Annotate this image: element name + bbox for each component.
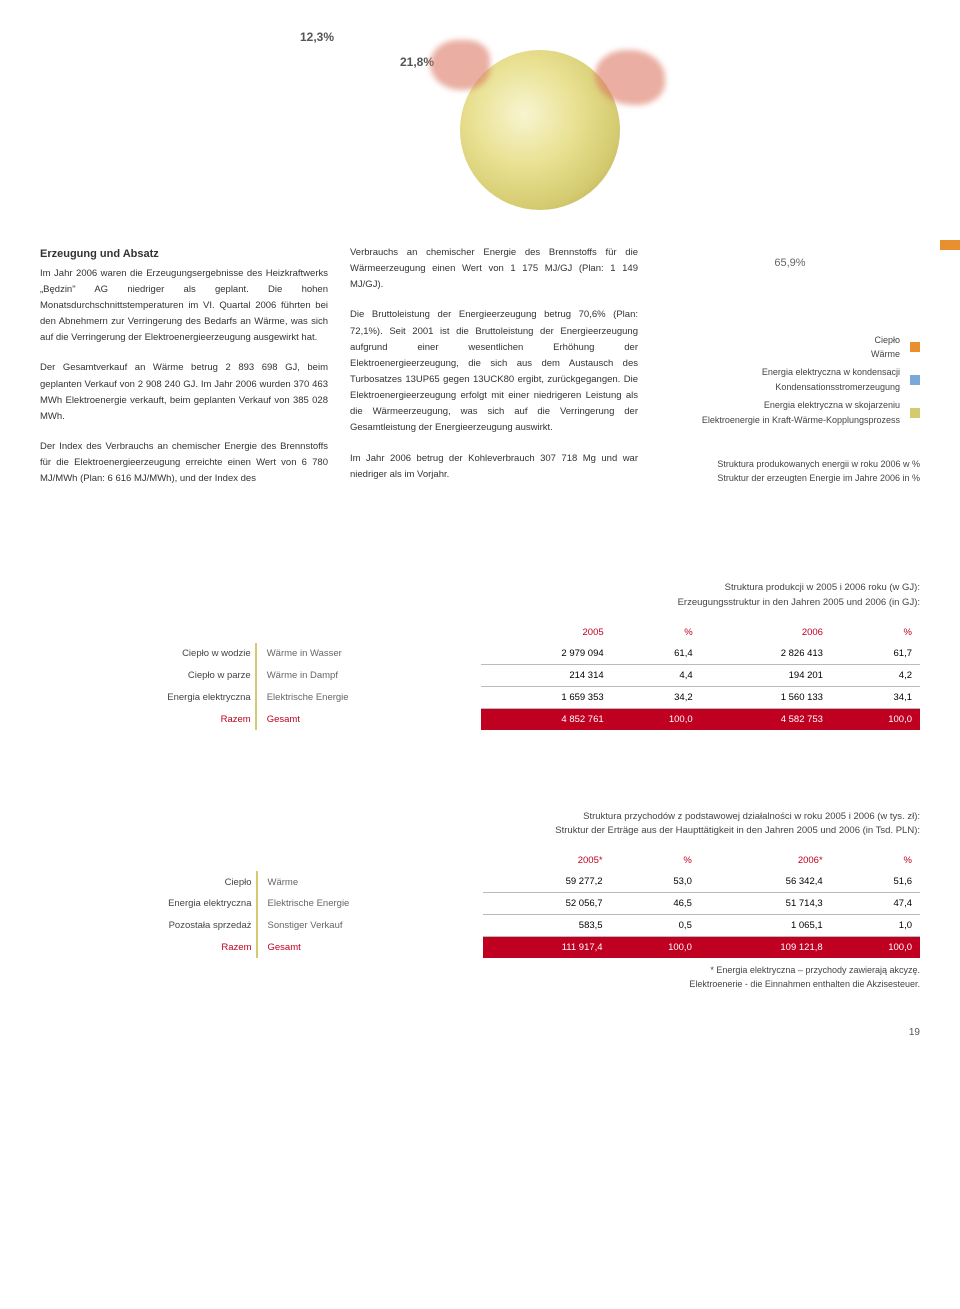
table-cell: 56 342,4 [700,871,831,893]
legend-swatch [910,375,920,385]
table-cell: 61,4 [612,643,701,665]
table-cell: 34,1 [831,686,920,708]
table-cell: 51 714,3 [700,893,831,915]
legend-label-pl: Energia elektryczna w kondensacji [762,365,900,379]
table-row: CiepłoWärme59 277,253,056 342,451,6 [40,871,920,893]
table-cell: 34,2 [612,686,701,708]
table-cell: 52 056,7 [483,893,611,915]
table-cell: 4,4 [612,664,701,686]
legend-label-pl: Energia elektryczna w skojarzeniu [702,398,900,412]
total-cell: 4 582 753 [701,708,831,730]
table-row: Ciepło w parzeWärme in Dampf214 3144,419… [40,664,920,686]
legend-label-de: Elektroenergie in Kraft-Wärme-Kopplungsp… [702,413,900,427]
row-label-de: Sonstiger Verkauf [257,915,483,937]
total-label-pl: Razem [40,708,256,730]
table2-title: Struktura przychodów z podstawowej dział… [40,810,920,839]
table-row: Energia elektrycznaElektrische Energie1 … [40,686,920,708]
table-header: 2006* [700,850,831,871]
hero-illustration [430,40,680,220]
table-cell: 1 659 353 [481,686,611,708]
table-cell: 2 979 094 [481,643,611,665]
table-cell: 1 065,1 [700,915,831,937]
table-header: % [831,622,920,643]
table2-note: * Energia elektryczna – przychody zawier… [40,964,920,991]
legend-caption: Struktura produkowanych energii w roku 2… [660,457,920,486]
legend-item: Energia elektryczna w kondensacjiKondens… [660,365,920,394]
row-label-pl: Pozostała sprzedaż [40,915,257,937]
table-header: % [831,850,920,871]
legend-item: CiepłoWärme [660,333,920,362]
legend-column: 65,9% CiepłoWärme Energia elektryczna w k… [660,245,920,501]
total-cell: 100,0 [611,937,700,959]
legend-label-de: Wärme [871,347,900,361]
paragraph: Im Jahr 2006 betrug der Kohleverbrauch 3… [350,451,638,483]
row-label-pl: Ciepło w parze [40,664,256,686]
table-cell: 194 201 [701,664,831,686]
row-label-pl: Energia elektryczna [40,686,256,708]
article-column-2: Verbrauchs an chemischer Energie des Bre… [350,245,638,501]
pie-label-3: 65,9% [660,255,920,273]
table-header: 2006 [701,622,831,643]
total-label-de: Gesamt [257,937,483,959]
row-label-de: Elektrische Energie [257,893,483,915]
table-header: % [611,850,700,871]
table-cell: 0,5 [611,915,700,937]
total-cell: 4 852 761 [481,708,611,730]
table-row: Ciepło w wodzieWärme in Wasser2 979 0946… [40,643,920,665]
paragraph: Im Jahr 2006 waren die Erzeugungsergebni… [40,266,328,347]
legend-swatch [910,408,920,418]
row-label-de: Wärme in Dampf [256,664,482,686]
table-header: % [612,622,701,643]
table-total-row: RazemGesamt4 852 761100,04 582 753100,0 [40,708,920,730]
table-cell: 583,5 [483,915,611,937]
row-label-pl: Ciepło [40,871,257,893]
table-cell: 1,0 [831,915,920,937]
row-label-pl: Energia elektryczna [40,893,257,915]
pie-label-1: 12,3% [300,30,334,44]
article-heading: Erzeugung und Absatz [40,245,328,264]
total-cell: 100,0 [831,937,920,959]
row-label-de: Wärme in Wasser [256,643,482,665]
total-cell: 111 917,4 [483,937,611,959]
table1: 2005%2006%Ciepło w wodzieWärme in Wasser… [40,622,920,730]
paragraph: Verbrauchs an chemischer Energie des Bre… [350,245,638,293]
table2: 2005*%2006*%CiepłoWärme59 277,253,056 34… [40,850,920,958]
legend-label-de: Kondensationsstromerzeugung [762,380,900,394]
table-row: Pozostała sprzedażSonstiger Verkauf583,5… [40,915,920,937]
page-number: 19 [40,1027,920,1038]
row-label-pl: Ciepło w wodzie [40,643,256,665]
table1-title: Struktura produkcji w 2005 i 2006 roku (… [40,581,920,610]
table-row: Energia elektrycznaElektrische Energie52… [40,893,920,915]
table-cell: 53,0 [611,871,700,893]
total-cell: 100,0 [831,708,920,730]
table-cell: 59 277,2 [483,871,611,893]
total-label-pl: Razem [40,937,257,959]
total-label-de: Gesamt [256,708,482,730]
table-cell: 4,2 [831,664,920,686]
side-marker-icon [940,240,960,250]
article-column-1: Erzeugung und Absatz Im Jahr 2006 waren … [40,245,328,501]
table-cell: 51,6 [831,871,920,893]
paragraph: Die Bruttoleistung der Energieerzeugung … [350,307,638,436]
legend-label-pl: Ciepło [871,333,900,347]
row-label-de: Wärme [257,871,483,893]
table-cell: 1 560 133 [701,686,831,708]
legend-item: Energia elektryczna w skojarzeniuElektro… [660,398,920,427]
row-label-de: Elektrische Energie [256,686,482,708]
total-cell: 100,0 [612,708,701,730]
table-header: 2005 [481,622,611,643]
table-cell: 46,5 [611,893,700,915]
total-cell: 109 121,8 [700,937,831,959]
table-cell: 47,4 [831,893,920,915]
legend-swatch [910,342,920,352]
table-cell: 2 826 413 [701,643,831,665]
table-cell: 214 314 [481,664,611,686]
paragraph: Der Gesamtverkauf an Wärme betrug 2 893 … [40,360,328,425]
table-header: 2005* [483,850,611,871]
paragraph: Der Index des Verbrauchs an chemischer E… [40,439,328,487]
table-total-row: RazemGesamt111 917,4100,0109 121,8100,0 [40,937,920,959]
table-cell: 61,7 [831,643,920,665]
pie-label-2: 21,8% [400,55,434,69]
